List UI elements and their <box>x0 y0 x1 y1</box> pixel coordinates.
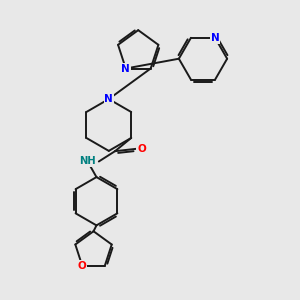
Text: O: O <box>78 261 87 271</box>
Text: N: N <box>104 94 113 104</box>
Text: N: N <box>122 64 130 74</box>
Text: O: O <box>137 144 146 154</box>
Text: N: N <box>211 33 219 43</box>
Text: NH: NH <box>79 157 96 166</box>
